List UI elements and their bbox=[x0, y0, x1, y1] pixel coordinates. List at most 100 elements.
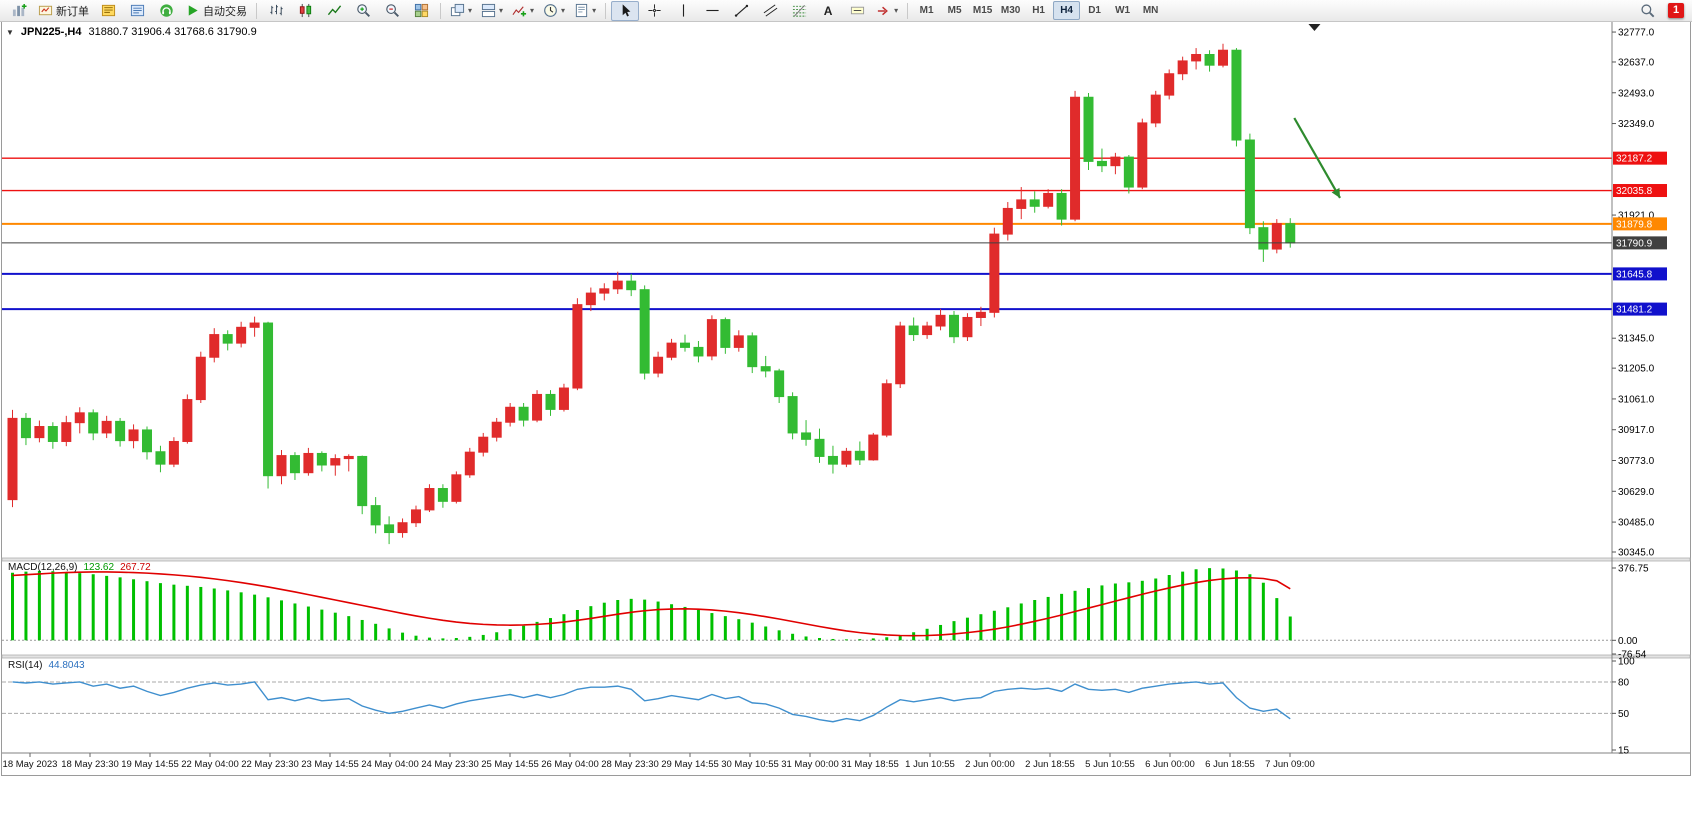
time-tick-label: 25 May 14:55 bbox=[481, 759, 539, 770]
time-tick-label: 6 Jun 00:00 bbox=[1145, 759, 1195, 770]
fibonacci-tool-button[interactable] bbox=[785, 1, 813, 21]
dropdown-arrow-icon: ▾ bbox=[561, 6, 566, 15]
toolbox-icon[interactable] bbox=[152, 1, 180, 21]
timeframe-button-m5[interactable]: M5 bbox=[947, 5, 962, 16]
trendline-tool-button[interactable] bbox=[727, 1, 755, 21]
timeframe-button-m30[interactable]: M30 bbox=[1000, 5, 1021, 16]
candle-bullish bbox=[706, 319, 717, 357]
price-badge-label: 31879.8 bbox=[1616, 219, 1653, 230]
indicators-icon[interactable]: ▾ bbox=[508, 1, 538, 21]
text-label-tool-button[interactable] bbox=[843, 1, 871, 21]
price-tick-label: 30917.0 bbox=[1618, 425, 1655, 436]
cursor-tool-button[interactable] bbox=[611, 0, 640, 21]
candle-bullish bbox=[653, 356, 664, 374]
templates-icon[interactable]: ▾ bbox=[570, 1, 600, 21]
price-tick-label: 31921.0 bbox=[1618, 211, 1655, 222]
candle-bearish bbox=[693, 346, 704, 357]
candle-bullish bbox=[962, 316, 973, 338]
price-badge-label: 31790.9 bbox=[1616, 238, 1653, 249]
time-tick-label: 22 May 04:00 bbox=[181, 759, 239, 770]
bar-chart-icon[interactable] bbox=[262, 1, 290, 21]
crosshair-tool-button[interactable] bbox=[640, 1, 668, 21]
price-tick-label: 30485.0 bbox=[1618, 518, 1655, 529]
notification-badge[interactable]: 1 bbox=[1668, 3, 1684, 18]
candle-bullish bbox=[1070, 96, 1081, 220]
time-tick-label: 7 Jun 09:00 bbox=[1265, 759, 1315, 770]
price-badge-31790.9 bbox=[1613, 236, 1667, 250]
candle-bullish bbox=[612, 280, 623, 290]
candle-bearish bbox=[908, 325, 919, 336]
autotrading-button[interactable]: 自动交易 bbox=[181, 1, 251, 21]
time-tick-label: 31 May 00:00 bbox=[781, 759, 839, 770]
arrange-windows-icon[interactable]: ▾ bbox=[477, 1, 507, 21]
rsi-tick-label: 100 bbox=[1618, 657, 1635, 668]
rsi-indicator-label: RSI(14) 44.8043 bbox=[8, 660, 85, 671]
search-icon[interactable] bbox=[1633, 1, 1661, 21]
candle-bearish bbox=[801, 432, 812, 440]
line-chart-icon[interactable] bbox=[320, 1, 348, 21]
panel-splitter-macd[interactable] bbox=[1, 557, 1691, 562]
candle-bullish bbox=[585, 292, 596, 306]
symbol-dropdown-icon[interactable]: ▼ bbox=[6, 27, 14, 37]
price-tick-label: 30773.0 bbox=[1618, 456, 1655, 467]
candle-bearish bbox=[774, 370, 785, 398]
candle-bullish bbox=[101, 420, 112, 434]
candle-bullish bbox=[1177, 60, 1188, 75]
time-tick-label: 31 May 18:55 bbox=[841, 759, 899, 770]
new-chart-icon[interactable] bbox=[5, 1, 33, 21]
candle-bullish bbox=[303, 452, 314, 474]
candle-bullish bbox=[411, 509, 421, 524]
candle-bearish bbox=[787, 396, 798, 434]
timeframe-button-h4[interactable]: H4 bbox=[1053, 1, 1081, 20]
candle-bearish bbox=[747, 335, 758, 368]
price-badge-label: 31481.2 bbox=[1616, 305, 1653, 316]
data-window-icon[interactable] bbox=[123, 1, 151, 21]
candle-bearish bbox=[518, 406, 529, 421]
macd-signal-value: 267.72 bbox=[120, 562, 151, 573]
chart-window-frame bbox=[1, 21, 1691, 776]
price-tick-label: 31345.0 bbox=[1618, 334, 1655, 345]
arrow-annotation-head[interactable] bbox=[1331, 187, 1341, 198]
new-order-button[interactable]: 新订单 bbox=[34, 1, 93, 21]
arrows-tool-button[interactable]: ▾ bbox=[872, 1, 902, 21]
zoom-out-icon[interactable] bbox=[378, 1, 406, 21]
market-watch-icon[interactable] bbox=[94, 1, 122, 21]
candle-bearish bbox=[814, 438, 825, 457]
candle-bearish bbox=[47, 426, 58, 442]
candle-bullish bbox=[532, 393, 543, 421]
timeframe-button-w1[interactable]: W1 bbox=[1115, 5, 1131, 16]
candle-bearish bbox=[1285, 223, 1296, 244]
vertical-line-tool-button[interactable] bbox=[669, 1, 697, 21]
periods-icon[interactable]: ▾ bbox=[539, 1, 569, 21]
timeframe-button-mn[interactable]: MN bbox=[1142, 5, 1159, 16]
candlestick-chart-icon[interactable] bbox=[291, 1, 319, 21]
zoom-in-icon[interactable] bbox=[349, 1, 377, 21]
price-badge-31481.2 bbox=[1613, 302, 1667, 316]
macd-tick-label: 376.75 bbox=[1618, 564, 1649, 575]
panel-splitter-rsi[interactable] bbox=[1, 654, 1691, 659]
horizontal-line-tool-button[interactable] bbox=[698, 1, 726, 21]
candle-bearish bbox=[222, 334, 233, 344]
candle-bullish bbox=[1043, 192, 1054, 207]
tile-windows-icon[interactable] bbox=[407, 1, 435, 21]
channel-tool-button[interactable] bbox=[756, 1, 784, 21]
macd-tick-label: -76.54 bbox=[1618, 650, 1647, 661]
time-tick-label: 30 May 10:55 bbox=[721, 759, 779, 770]
timeframe-button-h1[interactable]: H1 bbox=[1032, 5, 1045, 16]
toolbar-separator bbox=[605, 2, 607, 19]
cascade-windows-icon[interactable]: ▾ bbox=[446, 1, 476, 21]
chart-title: ▼ JPN225-,H4 31880.7 31906.4 31768.6 317… bbox=[6, 26, 257, 38]
arrow-annotation[interactable] bbox=[1293, 117, 1341, 199]
timeframe-button-m1[interactable]: M1 bbox=[919, 5, 934, 16]
new-order-button-label: 新订单 bbox=[56, 5, 89, 18]
timeframe-button-m15[interactable]: M15 bbox=[972, 5, 993, 16]
dropdown-arrow-icon: ▾ bbox=[499, 6, 504, 15]
text-tool-button[interactable]: A bbox=[814, 1, 842, 21]
candle-bullish bbox=[330, 458, 341, 466]
time-tick-label: 19 May 14:55 bbox=[121, 759, 179, 770]
timeframe-button-d1[interactable]: D1 bbox=[1088, 5, 1101, 16]
candle-bullish bbox=[451, 474, 462, 502]
candle-bullish bbox=[1110, 156, 1121, 167]
time-tick-label: 2 Jun 18:55 bbox=[1025, 759, 1075, 770]
